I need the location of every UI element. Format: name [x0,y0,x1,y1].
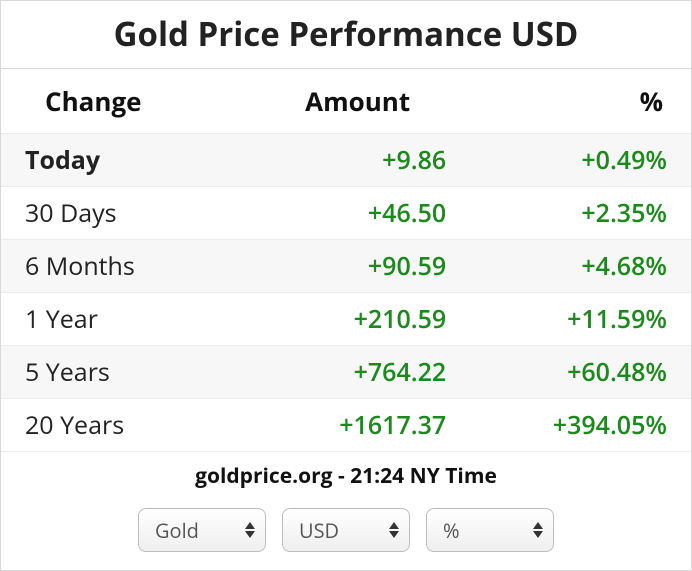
col-header-change: Change [1,69,249,134]
display-select-value: % [443,517,460,544]
title-bar: Gold Price Performance USD [1,1,691,69]
period-label: 20 Years [1,399,249,452]
period-label: 6 Months [1,240,249,293]
period-label: 5 Years [1,346,249,399]
period-label: Today [1,134,249,187]
performance-table: Change Amount % Today+9.86+0.49%30 Days+… [1,69,691,451]
table-row: 20 Years+1617.37+394.05% [1,399,691,452]
currency-select-value: USD [299,517,339,544]
select-arrows-icon [245,522,255,538]
pct-value: +2.35% [470,187,691,240]
col-header-amount: Amount [249,69,470,134]
table-row: 1 Year+210.59+11.59% [1,293,691,346]
table-row: 6 Months+90.59+4.68% [1,240,691,293]
footer-source-time: goldprice.org - 21:24 NY Time [1,451,691,500]
controls-row: Gold USD % [1,500,691,570]
select-arrows-icon [533,522,543,538]
amount-value: +764.22 [249,346,470,399]
metal-select-value: Gold [155,517,199,544]
amount-value: +90.59 [249,240,470,293]
pct-value: +60.48% [470,346,691,399]
table-row: 5 Years+764.22+60.48% [1,346,691,399]
table-row: 30 Days+46.50+2.35% [1,187,691,240]
metal-select[interactable]: Gold [138,508,266,552]
pct-value: +11.59% [470,293,691,346]
period-label: 30 Days [1,187,249,240]
pct-value: +394.05% [470,399,691,452]
widget-title: Gold Price Performance USD [1,11,691,56]
pct-value: +4.68% [470,240,691,293]
select-arrows-icon [389,522,399,538]
period-label: 1 Year [1,293,249,346]
amount-value: +9.86 [249,134,470,187]
amount-value: +1617.37 [249,399,470,452]
display-select[interactable]: % [426,508,554,552]
amount-value: +46.50 [249,187,470,240]
amount-value: +210.59 [249,293,470,346]
currency-select[interactable]: USD [282,508,410,552]
table-row: Today+9.86+0.49% [1,134,691,187]
col-header-pct: % [470,69,691,134]
pct-value: +0.49% [470,134,691,187]
gold-performance-widget: Gold Price Performance USD Change Amount… [0,0,692,571]
table-header-row: Change Amount % [1,69,691,134]
